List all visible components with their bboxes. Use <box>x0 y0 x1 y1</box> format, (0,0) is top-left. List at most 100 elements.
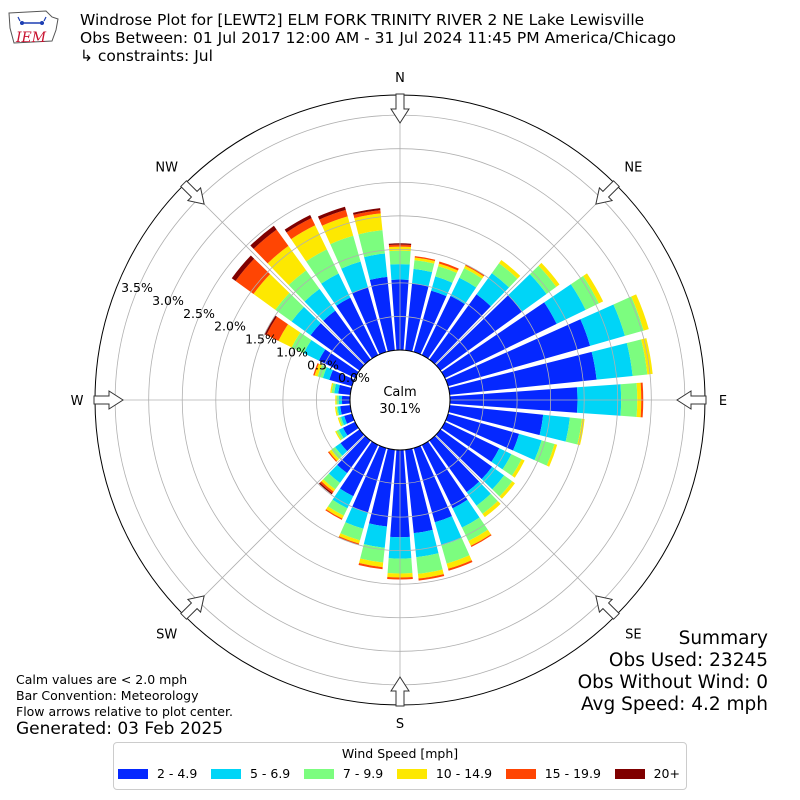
bar-segment <box>459 268 483 288</box>
direction-bar-80 <box>448 338 653 395</box>
flow-note: Flow arrows relative to plot center. <box>16 704 233 719</box>
bar-segment <box>250 225 277 249</box>
grid-spoke <box>184 184 365 365</box>
bar-segment <box>591 343 633 380</box>
legend: Wind Speed [mph] 2 - 4.9 5 - 6.9 7 - 9.9… <box>113 742 687 790</box>
legend-swatch <box>505 768 536 779</box>
bar-segment <box>334 406 338 416</box>
compass-label-nw: NW <box>155 161 178 176</box>
compass-arrow-icon <box>93 390 124 410</box>
iem-logo: IEM <box>6 8 62 50</box>
bar-segment <box>284 214 312 233</box>
bar-segment <box>580 304 625 346</box>
bar-segment <box>431 276 453 297</box>
bar-segment <box>441 538 470 564</box>
bar-segment <box>358 563 383 570</box>
direction-bar-340 <box>317 206 387 355</box>
legend-swatch <box>210 768 241 779</box>
bar-segment <box>413 445 452 523</box>
bar-segment <box>313 363 319 376</box>
direction-bar-20 <box>413 261 459 355</box>
compass-label-w: W <box>71 394 84 409</box>
bar-segment <box>468 529 491 546</box>
bar-segment <box>435 266 457 283</box>
direction-bar-280 <box>330 382 352 395</box>
bar-segment <box>414 256 436 262</box>
radial-tick-label: 1.0% <box>276 344 308 359</box>
direction-bar-40 <box>429 260 521 365</box>
bar-convention-note: Bar Convention: Meteorology <box>16 688 199 703</box>
bar-segment <box>498 260 521 279</box>
bar-segment <box>339 441 379 497</box>
bar-segment <box>441 302 557 379</box>
bar-segment <box>352 287 387 355</box>
bar-segment <box>626 339 648 376</box>
bar-segment <box>481 466 505 490</box>
generated-date: Generated: 03 Feb 2025 <box>16 719 224 739</box>
bar-segment <box>253 229 289 264</box>
direction-bar-260 <box>334 405 352 416</box>
grid-spoke <box>435 184 616 365</box>
bar-segment <box>445 319 591 387</box>
bar-segment <box>466 481 491 506</box>
bar-segment <box>314 363 322 377</box>
bar-segment <box>286 217 316 240</box>
bar-segment <box>429 294 491 365</box>
summary-box: Summary Obs Used: 23245 Obs Without Wind… <box>578 628 768 716</box>
summary-obs-used: Obs Used: 23245 <box>608 650 768 671</box>
bar-segment <box>641 338 653 375</box>
direction-bar-310 <box>231 255 365 371</box>
bar-segment <box>331 383 336 394</box>
legend-label: 5 - 6.9 <box>249 766 291 781</box>
bar-segment <box>336 429 344 440</box>
bar-segment <box>323 310 371 365</box>
bar-segment <box>331 447 343 460</box>
bar-segment <box>303 339 326 361</box>
bar-segment <box>329 369 355 387</box>
chart-title: Windrose Plot for [LEWT2] ELM FORK TRINI… <box>80 11 645 29</box>
summary-avg-speed: Avg Speed: 4.2 mph <box>580 694 768 715</box>
compass-arrow-icon <box>180 180 205 205</box>
bar-segment <box>345 506 368 529</box>
legend-label: 15 - 19.9 <box>544 766 601 781</box>
bar-segment <box>291 306 321 336</box>
bar-segment <box>583 273 604 304</box>
bar-segment <box>323 473 340 490</box>
bar-segment <box>445 413 520 451</box>
bar-segment <box>369 276 395 352</box>
bar-segment <box>544 284 586 324</box>
bar-segment <box>513 433 542 461</box>
bar-segment <box>306 249 339 284</box>
bar-segment <box>358 230 385 258</box>
bar-segment <box>405 283 429 352</box>
bar-segment <box>417 569 444 579</box>
summary-obs-without-wind: Obs Without Wind: 0 <box>577 672 768 693</box>
radial-tick-label: 0.0% <box>338 370 370 385</box>
compass-arrow-icon <box>180 595 205 620</box>
direction-bar-230 <box>327 429 365 462</box>
bar-segment <box>565 417 582 445</box>
bar-segment <box>330 235 361 269</box>
bar-segment <box>416 553 443 574</box>
bar-segment <box>304 288 336 321</box>
bar-segment <box>337 406 342 416</box>
bar-segment <box>339 533 361 544</box>
bar-segment <box>335 430 342 441</box>
bar-segment <box>405 448 433 534</box>
legend-item: 10 - 14.9 <box>396 766 493 781</box>
bar-segment <box>631 294 649 331</box>
compass-label-e: E <box>719 394 727 409</box>
legend-label: 10 - 14.9 <box>435 766 493 781</box>
calm-circle <box>349 349 451 451</box>
legend-label: 20+ <box>653 766 680 781</box>
bar-segment <box>491 263 518 288</box>
radial-tick-label: 0.5% <box>307 357 339 372</box>
bar-segment <box>502 454 522 476</box>
bar-segment <box>319 481 334 494</box>
axis-labels: N NE E SE S SW W NW 0.0%0.5%1.0%1.5%2.0%2.5%3.0%… <box>71 71 728 732</box>
bar-segment <box>322 216 354 245</box>
bar-segment <box>570 276 599 310</box>
compass-arrows <box>93 93 707 707</box>
bar-segment <box>434 516 462 546</box>
bar-segment <box>231 255 255 281</box>
